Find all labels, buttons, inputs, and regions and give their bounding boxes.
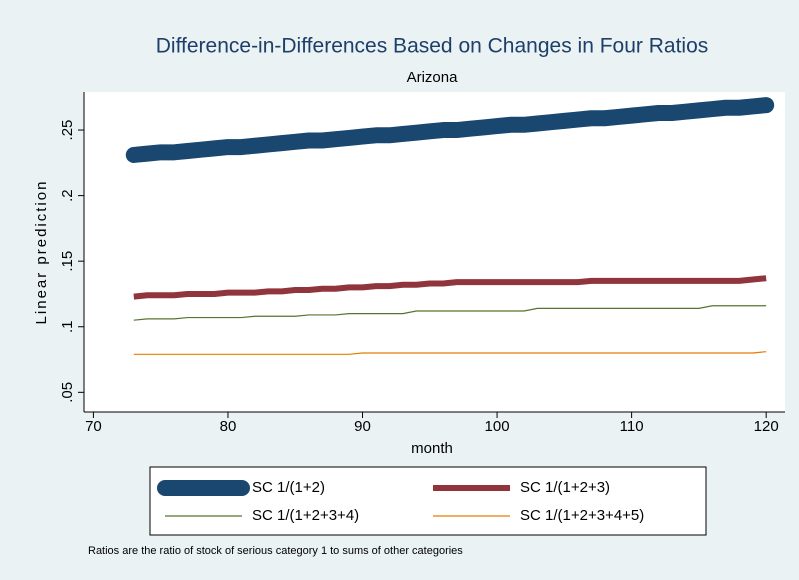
x-tick-label: 70: [85, 418, 102, 435]
x-axis-label: month: [411, 440, 453, 457]
y-tick-label: .2: [59, 189, 76, 202]
x-tick-label: 80: [220, 418, 237, 435]
plot-area: [84, 92, 785, 412]
line-series: [133, 275, 767, 300]
legend-label: SC 1/(1+2): [252, 479, 325, 496]
line-series: [133, 351, 767, 355]
chart-subtitle: Arizona: [407, 69, 459, 86]
y-tick-label: .15: [59, 251, 76, 272]
x-tick-label: 110: [620, 418, 644, 435]
y-tick-label: .05: [59, 382, 76, 403]
legend-label: SC 1/(1+2+3+4+5): [520, 507, 644, 524]
legend-label: SC 1/(1+2+3): [520, 479, 610, 496]
y-axis-label: Linear prediction: [33, 180, 50, 325]
x-tick-label: 100: [485, 418, 510, 435]
x-tick-label: 90: [354, 418, 371, 435]
chart-title: Difference-in-Differences Based on Chang…: [156, 35, 709, 58]
y-tick-label: .25: [59, 120, 76, 141]
legend-box: [149, 466, 707, 536]
legend-label: SC 1/(1+2+3+4): [252, 507, 359, 524]
y-tick-label: .1: [59, 320, 76, 333]
line-series: [133, 305, 767, 321]
note: Ratios are the ratio of stock of serious…: [88, 545, 463, 557]
x-tick-label: 120: [754, 418, 779, 435]
line-series: [125, 97, 775, 163]
